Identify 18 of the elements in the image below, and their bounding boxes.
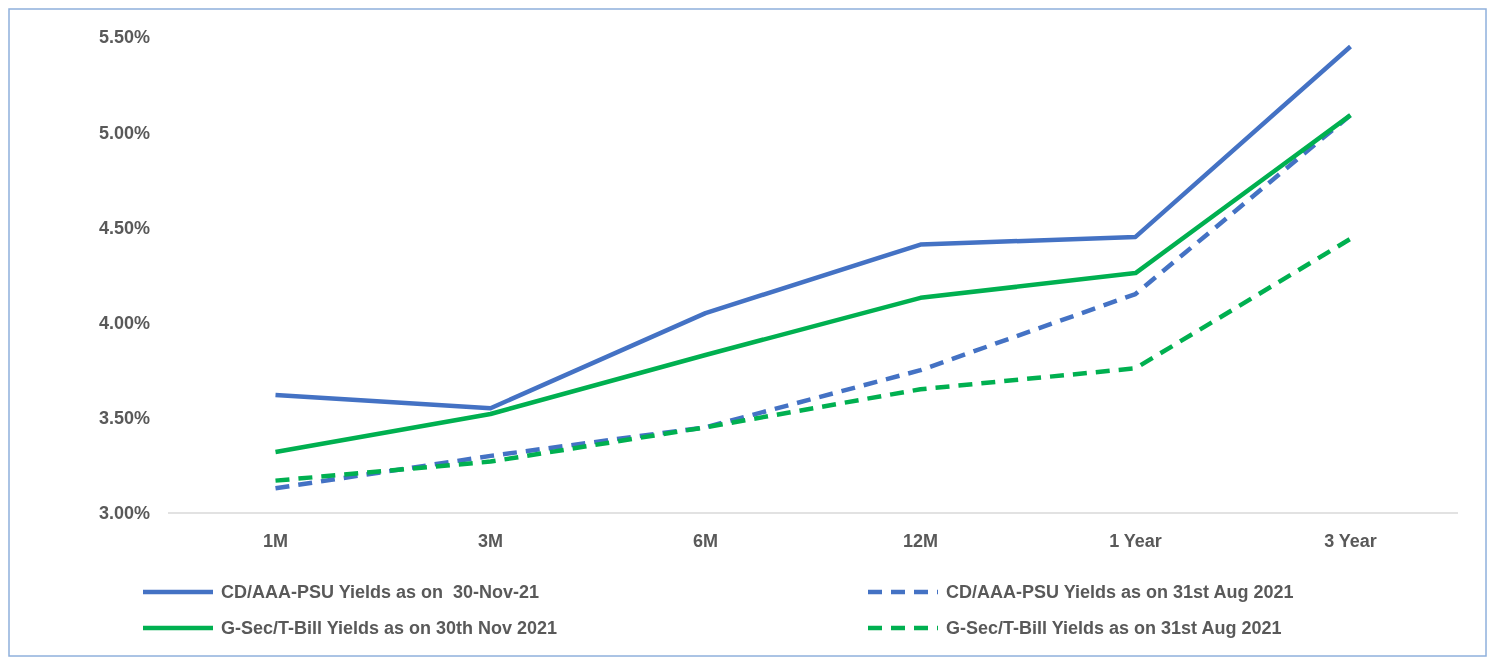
y-tick-label: 4.50%: [98, 217, 150, 238]
y-tick-label: 3.00%: [98, 503, 150, 524]
y-tick-label: 5.50%: [98, 27, 150, 48]
x-tick-label: 1M: [262, 531, 289, 551]
y-tick-label: 3.50%: [98, 408, 150, 429]
x-tick-label: 6M: [692, 531, 719, 551]
x-tick-label: 3 Year: [1324, 531, 1377, 551]
legend-label: G-Sec/T-Bill Yields as on 31st Aug 2021: [946, 618, 1282, 639]
legend-label: CD/AAA-PSU Yields as on 31st Aug 2021: [946, 582, 1294, 603]
legend-label: G-Sec/T-Bill Yields as on 30th Nov 2021: [221, 618, 558, 639]
legend-label: CD/AAA-PSU Yields as on 30-Nov-21: [221, 582, 540, 603]
x-tick-label: 3M: [477, 531, 504, 551]
y-tick-label: 4.00%: [98, 312, 150, 333]
y-tick-label: 5.00%: [98, 122, 150, 143]
line-series: [273, 44, 1353, 411]
x-tick-label: 12M: [902, 531, 939, 551]
x-tick-label: 1 Year: [1109, 531, 1162, 551]
line-series: [273, 236, 1353, 483]
